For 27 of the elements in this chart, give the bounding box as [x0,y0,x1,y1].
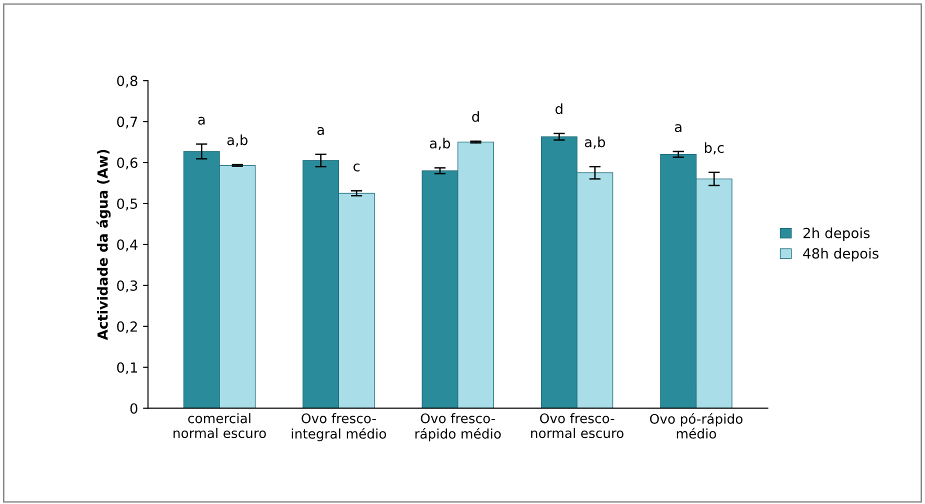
legend-label: 48h depois [803,248,878,262]
x-tick-label: Ovo pó-rápido médio [650,413,742,439]
data-label: a,b [430,138,450,150]
y-tick-label: 0,5 [117,198,138,210]
y-tick-label: 0,3 [117,280,138,292]
y-tick-label: 0,2 [117,321,137,334]
data-label: a,b [227,134,248,147]
y-tick-label: 0,4 [117,239,138,252]
data-label: a [317,127,324,135]
data-label: d [556,103,562,114]
x-tick-label: Ovo fresco- rápido médio [415,413,501,442]
y-tick-label: 0 [130,403,138,414]
legend-label: 2h depois [803,228,870,241]
data-label: b,c [704,142,724,154]
x-tick-label: Ovo fresco- integral médio [292,413,386,442]
x-tick-label: comercial normal escuro [174,413,266,438]
data-label: a [674,124,682,132]
y-tick-label: 0,1 [117,362,137,374]
data-label: c [354,163,360,172]
data-label: a,b [584,136,606,149]
data-label: d [472,111,479,122]
y-axis-title: Actividade da água (Aw) [96,150,111,340]
x-tick-label: Ovo fresco- normal escuro [531,413,624,438]
y-tick-label: 0,8 [117,76,138,88]
y-tick-label: 0,6 [117,158,138,170]
data-label: a [198,116,205,125]
y-tick-label: 0,7 [117,116,138,128]
